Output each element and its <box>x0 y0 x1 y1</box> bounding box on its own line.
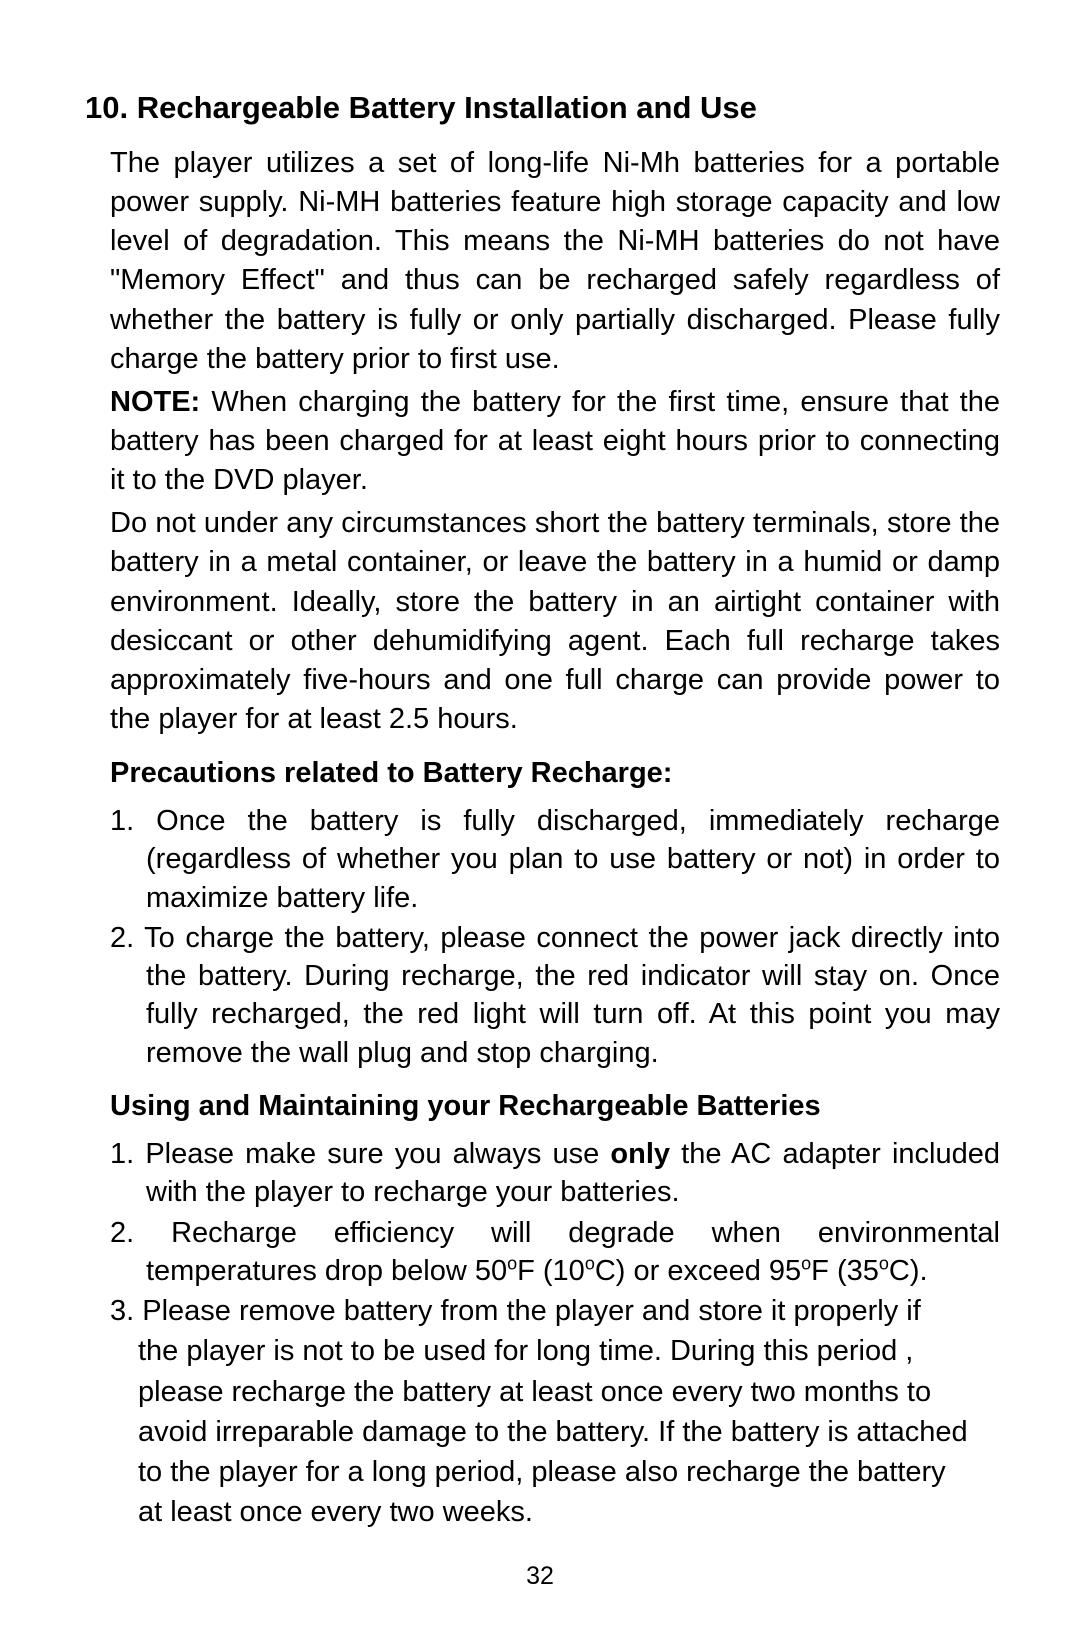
maintenance-item-3-line4: avoid irreparable damage to the battery.… <box>138 1413 1000 1451</box>
note-text: When charging the battery for the first … <box>110 386 1000 496</box>
maintenance-item-1-bold: only <box>610 1138 670 1170</box>
note-paragraph: NOTE: When charging the battery for the … <box>110 383 1000 500</box>
precaution-item-1: 1. Once the battery is fully discharged,… <box>110 802 1000 917</box>
precautions-heading: Precautions related to Battery Recharge: <box>110 757 1000 790</box>
maintenance-item-3-line2: the player is not to be used for long ti… <box>138 1332 1000 1370</box>
maintenance-item-3-line6: at least once every two weeks. <box>138 1493 1000 1531</box>
caution-paragraph: Do not under any circumstances short the… <box>110 504 1000 739</box>
maintenance-item-3-line3: please recharge the battery at least onc… <box>138 1373 1000 1411</box>
degree-symbol-4: o <box>879 1253 889 1273</box>
maintenance-item-2: 2. Recharge efficiency will degrade when… <box>110 1214 1000 1291</box>
maintenance-item-2-part5: C). <box>889 1255 928 1287</box>
note-label: NOTE: <box>110 386 200 418</box>
maintenance-item-2-part4: F (35 <box>811 1255 879 1287</box>
precaution-item-2: 2. To charge the battery, please connect… <box>110 919 1000 1072</box>
degree-symbol-3: o <box>801 1253 811 1273</box>
maintenance-item-2-part2: F (10 <box>517 1255 585 1287</box>
maintenance-item-1: 1. Please make sure you always use only … <box>110 1135 1000 1212</box>
maintenance-item-2-part3: C) or exceed 95 <box>595 1255 801 1287</box>
maintenance-item-1-prefix: 1. Please make sure you always use <box>110 1138 610 1170</box>
degree-symbol-1: o <box>507 1253 517 1273</box>
degree-symbol-2: o <box>585 1253 595 1273</box>
maintenance-item-3-line1: 3. Please remove battery from the player… <box>110 1292 1000 1330</box>
maintenance-heading: Using and Maintaining your Rechargeable … <box>110 1090 1000 1123</box>
intro-paragraph: The player utilizes a set of long-life N… <box>110 144 1000 379</box>
page-number: 32 <box>80 1562 1000 1591</box>
section-heading: 10. Rechargeable Battery Installation an… <box>85 90 1000 126</box>
maintenance-item-3-line5: to the player for a long period, please … <box>138 1453 1000 1491</box>
